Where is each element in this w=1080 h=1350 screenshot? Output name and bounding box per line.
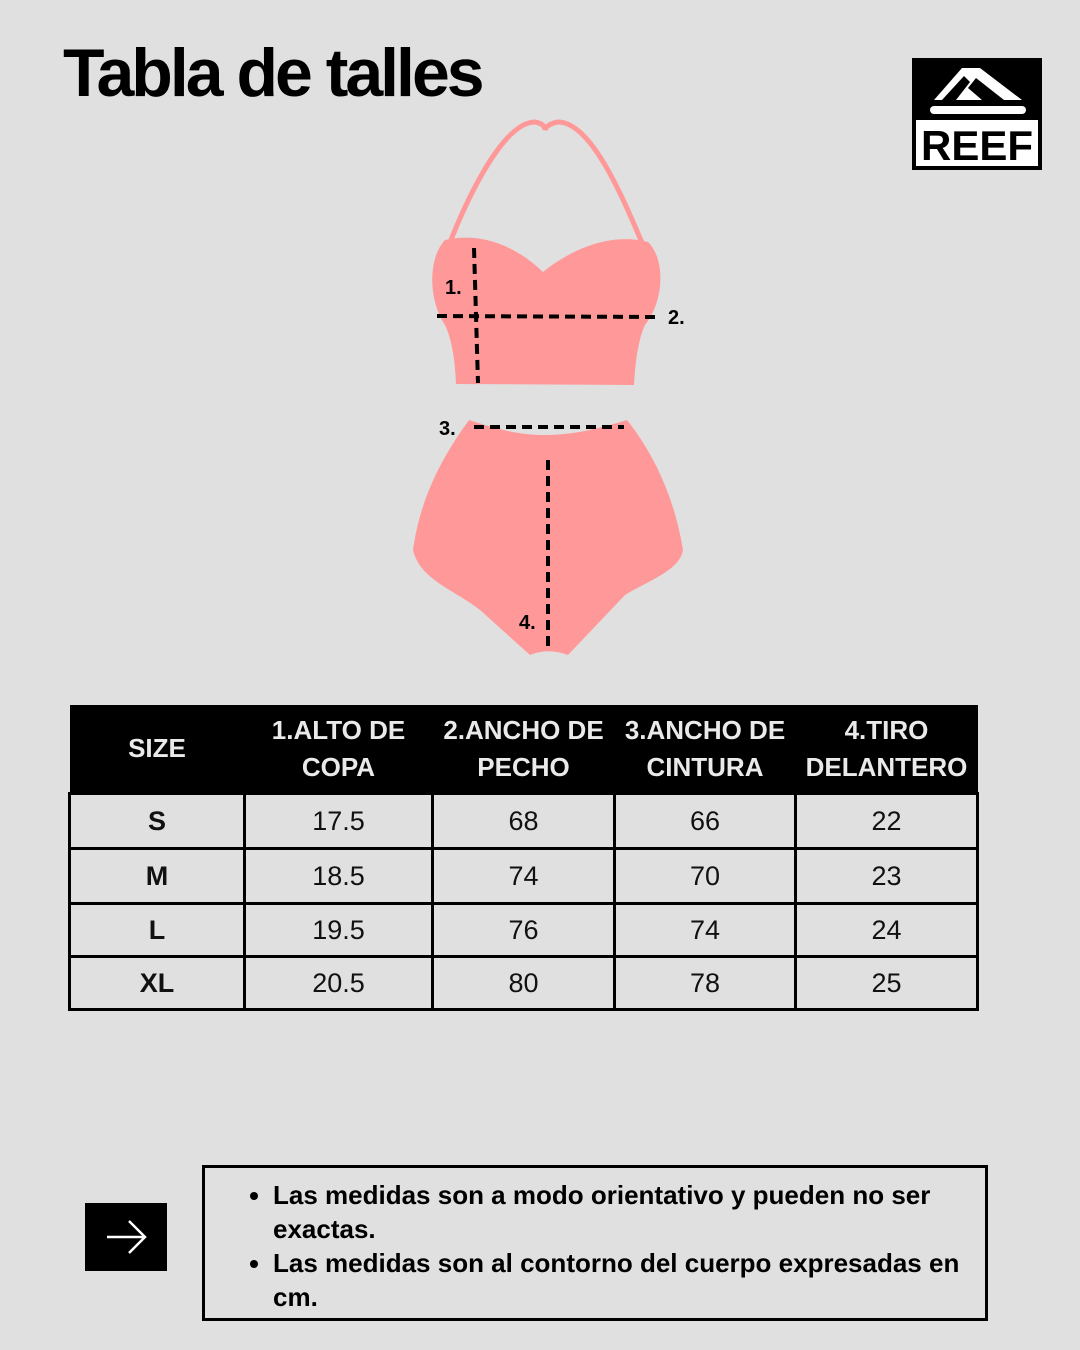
cell: 22	[794, 792, 979, 850]
cell: 80	[431, 955, 616, 1011]
cell: 76	[431, 902, 616, 958]
cell: 24	[794, 902, 979, 958]
cell: 23	[794, 847, 979, 905]
header-alto-copa: 1.ALTO DE COPA	[244, 705, 433, 794]
label-4: 4.	[519, 612, 536, 634]
cell: 19.5	[243, 902, 434, 958]
header-ancho-cintura: 3.ANCHO DE CINTURA	[614, 705, 796, 794]
logo-text: REEF	[921, 122, 1033, 169]
cell: 70	[613, 847, 797, 905]
header-tiro-delantero: 4.TIRO DELANTERO	[795, 705, 978, 794]
bikini-top	[432, 237, 661, 385]
cell: 25	[794, 955, 979, 1011]
cell: 18.5	[243, 847, 434, 905]
cell: 74	[613, 902, 797, 958]
reef-logo: REEF	[912, 58, 1042, 170]
table-row: M 18.5 74 70 23	[68, 847, 979, 905]
measure-line-2	[436, 314, 656, 319]
note-item: Las medidas son al contorno del cuerpo e…	[273, 1246, 985, 1314]
note-item: Las medidas son a modo orientativo y pue…	[273, 1178, 985, 1246]
cell-size: M	[68, 847, 246, 905]
cell-size: S	[68, 792, 246, 850]
label-1: 1.	[445, 277, 462, 299]
cell: 66	[613, 792, 797, 850]
cell: 74	[431, 847, 616, 905]
arrow-right-icon	[107, 1220, 147, 1254]
page-title: Tabla de talles	[63, 35, 485, 111]
cell: 68	[431, 792, 616, 850]
label-2: 2.	[668, 307, 685, 329]
next-button[interactable]	[85, 1203, 167, 1271]
table-row: XL 20.5 80 78 25	[68, 955, 979, 1011]
cell: 20.5	[243, 955, 434, 1011]
header-size: SIZE	[69, 705, 245, 794]
header-ancho-pecho: 2.ANCHO DE PECHO	[432, 705, 615, 794]
cell: 78	[613, 955, 797, 1011]
table-row: L 19.5 76 74 24	[68, 902, 979, 958]
table-row: S 17.5 68 66 22	[68, 792, 979, 850]
label-3: 3.	[439, 418, 456, 440]
table-header-row: SIZE 1.ALTO DE COPA 2.ANCHO DE PECHO 3.ANC…	[69, 705, 978, 794]
cell-size: XL	[68, 955, 246, 1011]
bikini-diagram: 1. 2. 3. 4.	[413, 119, 685, 655]
notes-box: Las medidas son a modo orientativo y pue…	[202, 1165, 988, 1321]
bikini-bottom	[413, 420, 683, 655]
cell: 17.5	[243, 792, 434, 850]
cell-size: L	[68, 902, 246, 958]
size-table: SIZE 1.ALTO DE COPA 2.ANCHO DE PECHO 3.ANC…	[68, 705, 979, 1011]
top-strap	[444, 119, 648, 251]
